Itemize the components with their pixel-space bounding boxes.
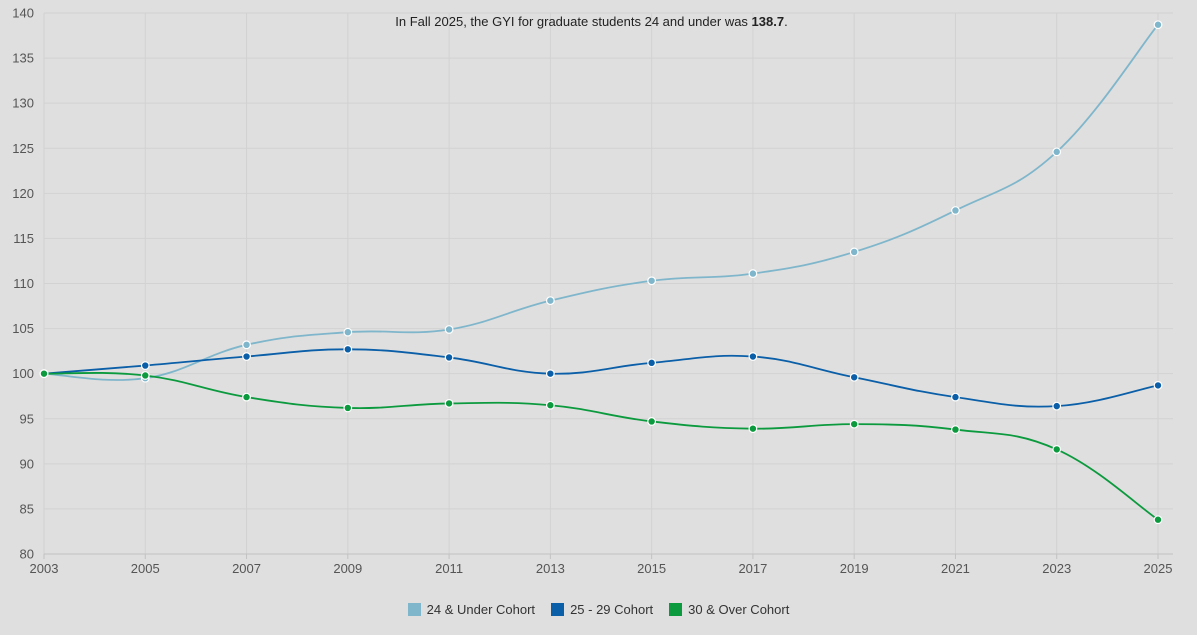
data-point-25-29[interactable] bbox=[1052, 401, 1062, 411]
data-point-30-over[interactable] bbox=[242, 392, 251, 402]
data-point-30-over[interactable] bbox=[444, 399, 454, 408]
annotation-suffix: . bbox=[784, 14, 788, 29]
series-lines bbox=[43, 24, 1159, 521]
data-point-24-under[interactable] bbox=[849, 247, 859, 257]
data-point-24-under[interactable] bbox=[343, 327, 353, 337]
data-point-24-under[interactable] bbox=[1153, 20, 1163, 30]
y-tick-label: 80 bbox=[20, 547, 34, 562]
series-line-24-under bbox=[43, 24, 1159, 381]
data-point-30-over[interactable] bbox=[849, 419, 859, 429]
data-point-30-over[interactable] bbox=[1052, 445, 1062, 454]
legend-item-30-over[interactable]: 30 & Over Cohort bbox=[669, 602, 789, 617]
x-tick-label: 2019 bbox=[840, 561, 869, 576]
y-axis-ticks: 80 85 90 95 100 105 110 115 120 125 130 135 140 bbox=[12, 6, 34, 562]
series-line-30-over bbox=[43, 372, 1159, 521]
y-tick-label: 85 bbox=[20, 501, 34, 516]
x-tick-label: 2003 bbox=[30, 561, 59, 576]
x-tick-label: 2023 bbox=[1042, 561, 1071, 576]
data-point-25-29[interactable] bbox=[849, 372, 859, 382]
annotation-value: 138.7 bbox=[751, 14, 785, 29]
data-point-24-under[interactable] bbox=[748, 269, 758, 278]
data-point-25-29[interactable] bbox=[647, 358, 657, 368]
x-tick-label: 2013 bbox=[536, 561, 565, 576]
x-tick-label: 2009 bbox=[333, 561, 362, 576]
chart-legend: 24 & Under Cohort 25 - 29 Cohort 30 & Ov… bbox=[0, 602, 1197, 617]
series-line-25-29 bbox=[43, 348, 1159, 408]
x-tick-label: 2021 bbox=[941, 561, 970, 576]
legend-item-24-under[interactable]: 24 & Under Cohort bbox=[407, 602, 536, 617]
x-tick-label: 2011 bbox=[435, 561, 463, 576]
y-tick-label: 135 bbox=[12, 51, 34, 66]
y-tick-label: 125 bbox=[12, 141, 34, 156]
data-point-30-over[interactable] bbox=[140, 371, 150, 380]
grid-lines bbox=[43, 12, 1173, 555]
y-tick-label: 95 bbox=[20, 411, 34, 426]
data-point-30-over[interactable] bbox=[748, 424, 758, 434]
x-tick-label: 2017 bbox=[738, 561, 767, 576]
y-tick-label: 90 bbox=[20, 456, 34, 471]
data-point-30-over[interactable] bbox=[343, 403, 353, 413]
x-tick-label: 2025 bbox=[1144, 561, 1173, 576]
data-point-24-under[interactable] bbox=[1052, 147, 1062, 157]
y-tick-label: 100 bbox=[12, 366, 34, 381]
data-point-25-29[interactable] bbox=[242, 352, 251, 361]
data-point-24-under[interactable] bbox=[647, 276, 657, 286]
data-point-25-29[interactable] bbox=[444, 353, 454, 362]
x-tick-label: 2007 bbox=[232, 561, 261, 576]
legend-label-24-under: 24 & Under Cohort bbox=[426, 602, 536, 617]
legend-swatch-30-over bbox=[669, 603, 683, 616]
x-tick-label: 2015 bbox=[637, 561, 666, 576]
x-tick-label: 2005 bbox=[131, 561, 160, 576]
legend-label-30-over: 30 & Over Cohort bbox=[688, 602, 790, 617]
y-tick-label: 130 bbox=[12, 96, 34, 111]
data-point-24-under[interactable] bbox=[545, 296, 555, 306]
legend-swatch-25-29 bbox=[551, 603, 565, 616]
legend-label-25-29: 25 - 29 Cohort bbox=[570, 602, 654, 617]
x-axis-ticks: 2003 2005 2007 2009 2011 2013 2015 2017 2019 2021… bbox=[30, 554, 1173, 576]
y-tick-label: 120 bbox=[12, 186, 34, 201]
data-point-30-over[interactable] bbox=[545, 400, 555, 410]
series-points bbox=[39, 20, 1163, 525]
data-point-25-29[interactable] bbox=[748, 352, 758, 361]
data-point-24-under[interactable] bbox=[242, 340, 251, 350]
legend-item-25-29[interactable]: 25 - 29 Cohort bbox=[551, 602, 653, 617]
annotation-text: In Fall 2025, the GYI for graduate stude… bbox=[395, 14, 752, 29]
data-point-30-over[interactable] bbox=[951, 425, 960, 434]
y-tick-label: 140 bbox=[12, 6, 34, 21]
data-point-25-29[interactable] bbox=[343, 344, 353, 354]
data-point-24-under[interactable] bbox=[444, 325, 454, 334]
data-point-25-29[interactable] bbox=[1153, 380, 1163, 390]
data-point-25-29[interactable] bbox=[545, 369, 555, 379]
data-point-30-over[interactable] bbox=[1153, 515, 1163, 525]
data-point-30-over[interactable] bbox=[647, 417, 657, 426]
line-chart: 80 85 90 95 100 105 110 115 120 125 130 135 140 2003… bbox=[12, 6, 1173, 576]
data-point-25-29[interactable] bbox=[140, 361, 150, 370]
y-tick-label: 110 bbox=[13, 276, 34, 291]
y-tick-label: 105 bbox=[12, 321, 34, 336]
data-point-24-under[interactable] bbox=[951, 206, 960, 215]
data-point-30-over[interactable] bbox=[39, 369, 49, 379]
chart-annotation: In Fall 2025, the GYI for graduate stude… bbox=[0, 14, 1183, 29]
y-tick-label: 115 bbox=[13, 231, 34, 246]
legend-swatch-24-under bbox=[407, 603, 421, 616]
data-point-25-29[interactable] bbox=[951, 392, 960, 402]
